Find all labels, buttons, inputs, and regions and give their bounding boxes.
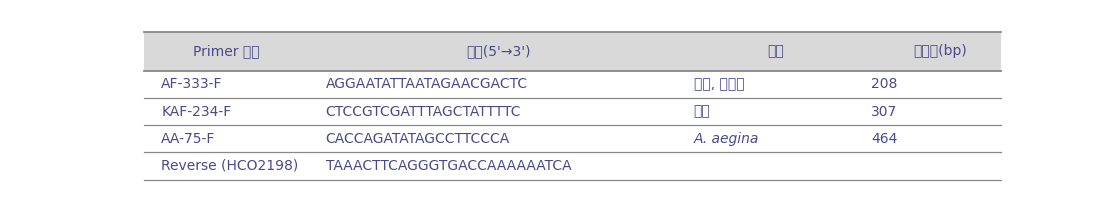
Text: Reverse (HCO2198): Reverse (HCO2198): [161, 159, 298, 173]
Text: TAAACTTCAGGGTGACCAAAAAATCA: TAAACTTCAGGGTGACCAAAAAATCA: [326, 159, 572, 173]
Text: AGGAATATTAATAGAACGACTC: AGGAATATTAATAGAACGACTC: [326, 77, 528, 91]
Text: CTCCGTCGATTTAGCTATTTTC: CTCCGTCGATTTAGCTATTTTC: [326, 104, 522, 119]
Text: A. aegina: A. aegina: [694, 132, 760, 146]
Text: 307: 307: [871, 104, 897, 119]
Bar: [144, 32, 1001, 71]
Text: 사이즈(bp): 사이즈(bp): [914, 44, 967, 58]
Text: AF-333-F: AF-333-F: [161, 77, 222, 91]
Text: 208: 208: [871, 77, 897, 91]
Text: CACCAGATATAGCCTTCCCA: CACCAGATATAGCCTTCCCA: [326, 132, 510, 146]
Text: 타겟: 타겟: [767, 44, 784, 58]
Text: 서열(5'→3'): 서열(5'→3'): [467, 44, 531, 58]
Text: 한국, 베트남: 한국, 베트남: [694, 77, 744, 91]
Text: AA-75-F: AA-75-F: [161, 132, 216, 146]
Text: Primer 정보: Primer 정보: [193, 44, 259, 58]
Text: KAF-234-F: KAF-234-F: [161, 104, 231, 119]
Text: 한국: 한국: [694, 104, 710, 119]
Text: 464: 464: [871, 132, 897, 146]
